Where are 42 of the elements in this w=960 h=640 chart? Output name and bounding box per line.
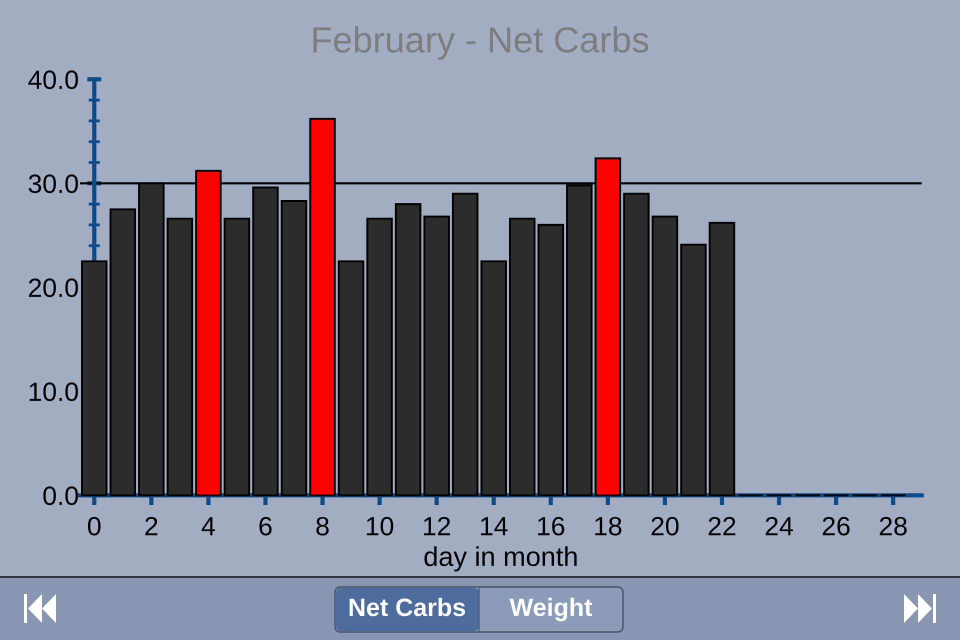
bar xyxy=(394,203,422,496)
bar xyxy=(509,218,536,496)
x-axis-title: day in month xyxy=(424,546,577,572)
y-tick-label: 30.0 xyxy=(28,174,78,194)
x-tick-label: 24 xyxy=(766,516,793,536)
bar xyxy=(538,224,564,496)
x-tick-label: 22 xyxy=(708,516,736,536)
bar xyxy=(480,260,507,496)
y-tick-label: 40.0 xyxy=(28,70,78,90)
x-tick-label: 20 xyxy=(652,516,679,536)
x-tick-label: 16 xyxy=(538,516,564,536)
x-tick-label: 10 xyxy=(366,516,394,536)
bar xyxy=(224,218,250,496)
x-tick-label: 8 xyxy=(316,516,329,536)
x-tick-label: 14 xyxy=(481,517,508,536)
y-tick-label: 0.0 xyxy=(43,486,78,506)
y-tick-label: 20.0 xyxy=(28,278,78,298)
bar xyxy=(110,208,136,496)
bar xyxy=(680,244,707,496)
text: Net Carbs xyxy=(350,598,466,616)
bar xyxy=(623,192,650,496)
text: Weight xyxy=(510,598,592,622)
chart-title: February - Net Carbs xyxy=(313,26,648,60)
x-tick-label: 4 xyxy=(202,517,215,536)
x-tick-label: 28 xyxy=(880,516,907,536)
bar xyxy=(423,216,450,496)
bar xyxy=(81,260,108,496)
x-tick-label: 12 xyxy=(424,516,450,536)
y-tick-label: 10.0 xyxy=(30,382,78,402)
bar xyxy=(452,192,478,496)
bar xyxy=(280,200,308,496)
x-tick-label: 0 xyxy=(88,516,101,536)
x-tick-label: 2 xyxy=(145,516,158,536)
x-tick-label: 26 xyxy=(822,516,850,536)
bar xyxy=(252,186,279,496)
bar xyxy=(652,216,678,496)
x-tick-label: 18 xyxy=(595,516,622,536)
bar xyxy=(166,218,194,496)
bar xyxy=(708,222,736,496)
bar xyxy=(338,260,364,496)
bar xyxy=(366,218,393,496)
x-tick-label: 6 xyxy=(259,516,272,536)
